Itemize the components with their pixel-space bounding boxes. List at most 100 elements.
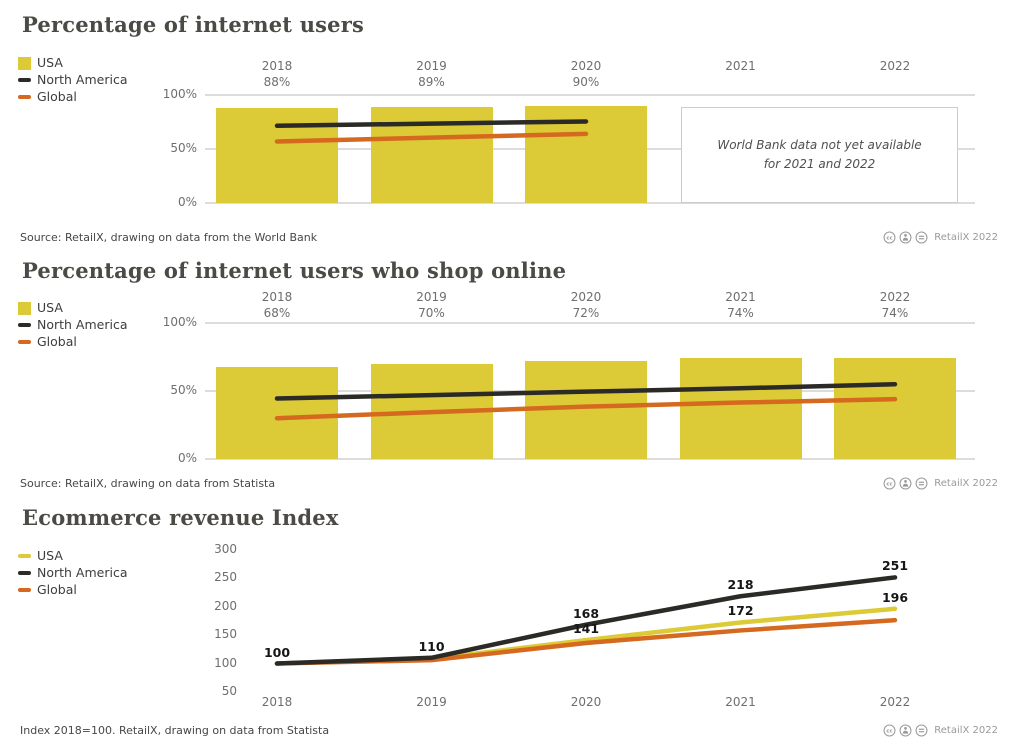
column-year-label: 2020 (570, 59, 602, 73)
data-label: 172 (727, 603, 754, 619)
north-america-swatch-icon (18, 323, 31, 327)
y-tick-label: 50% (170, 383, 197, 397)
chart3-footnote: Index 2018=100. RetailX, drawing on data… (20, 724, 330, 737)
x-tick-label: 2019 (416, 695, 447, 709)
chart3-legend: USA North America Global (18, 549, 128, 597)
data-label: 168 (572, 605, 600, 621)
legend-item-global: Global (18, 90, 128, 104)
chart1-source: Source: RetailX, drawing on data from th… (20, 231, 318, 244)
column-value-label: 89% (418, 75, 445, 89)
legend-item-usa: USA (18, 301, 128, 315)
usa-bar (679, 358, 802, 459)
chart1-no-data-note: World Bank data not yet available for 20… (681, 107, 958, 203)
chart3-title: Ecommerce revenue Index (22, 505, 339, 530)
y-tick-label: 100 (214, 655, 237, 670)
data-label: 218 (727, 577, 754, 593)
attribution-person-icon (899, 724, 912, 736)
global-swatch-icon (18, 95, 31, 99)
chart3-license: cc RetailX 2022 (883, 723, 998, 737)
legend-label: USA (37, 547, 63, 563)
legend-label: USA (37, 54, 63, 70)
x-tick-label: 2021 (725, 695, 756, 709)
gridline (205, 94, 975, 96)
usa-bar (370, 363, 493, 459)
usa-bar (216, 366, 338, 459)
column-value-label: 70% (418, 306, 445, 320)
legend-label: Global (37, 88, 77, 104)
legend-item-north-america: North America (18, 73, 128, 87)
gridline (205, 202, 975, 204)
no-derivatives-icon (915, 231, 928, 243)
column-year-label: 2020 (570, 290, 602, 304)
data-label: 196 (881, 589, 909, 605)
cc-icon: cc (883, 724, 896, 736)
usa-swatch-icon (18, 56, 31, 70)
gridline (205, 458, 975, 460)
legend-label: Global (37, 581, 77, 597)
license-label: RetailX 2022 (934, 231, 998, 243)
x-tick-label: 2018 (261, 695, 293, 709)
column-year-label: 2022 (879, 290, 911, 304)
legend-item-north-america: North America (18, 318, 128, 332)
data-label: 141 (572, 621, 600, 637)
north-america-swatch-icon (18, 78, 31, 82)
global-swatch-icon (18, 588, 31, 592)
y-tick-label: 200 (214, 598, 237, 613)
y-tick-label: 100% (162, 315, 197, 329)
gridline (205, 322, 975, 324)
legend-item-usa: USA (18, 56, 128, 70)
column-year-label: 2022 (879, 59, 911, 73)
svg-text:cc: cc (887, 481, 893, 487)
legend-label: USA (37, 299, 63, 315)
attribution-person-icon (899, 231, 912, 243)
y-tick-label: 300 (214, 541, 237, 556)
y-tick-label: 50% (170, 141, 197, 155)
legend-label: North America (37, 316, 128, 332)
global-swatch-icon (18, 340, 31, 344)
column-year-label: 2018 (261, 59, 293, 73)
x-tick-label: 2020 (570, 695, 602, 709)
legend-item-usa: USA (18, 549, 128, 563)
cc-icon: cc (883, 231, 896, 243)
chart2-license: cc RetailX 2022 (883, 476, 998, 490)
legend-label: North America (37, 564, 128, 580)
north-america-swatch-icon (18, 571, 31, 575)
note-text: World Bank data not yet available for 20… (717, 138, 922, 171)
column-value-label: 90% (572, 75, 600, 89)
column-value-label: 72% (572, 306, 600, 320)
chart1-license: cc RetailX 2022 (883, 230, 998, 244)
y-tick-label: 100% (162, 87, 197, 101)
y-tick-label: 150 (214, 627, 237, 641)
legend-item-global: Global (18, 335, 128, 349)
chart1-legend: USA North America Global (18, 56, 128, 104)
license-label: RetailX 2022 (934, 477, 998, 489)
column-value-label: 68% (263, 306, 291, 320)
legend-label: North America (37, 71, 128, 87)
usa-bar (834, 358, 956, 459)
attribution-person-icon (899, 477, 912, 489)
y-tick-label: 250 (214, 570, 237, 584)
data-label: 251 (881, 558, 909, 574)
y-tick-label: 0% (177, 451, 197, 465)
column-year-label: 2019 (416, 59, 447, 73)
svg-text:cc: cc (887, 728, 893, 734)
svg-text:cc: cc (887, 235, 893, 241)
column-value-label: 74% (881, 306, 909, 320)
column-value-label: 88% (263, 75, 291, 89)
legend-item-global: Global (18, 583, 128, 597)
no-derivatives-icon (915, 724, 928, 736)
column-year-label: 2018 (261, 290, 293, 304)
license-label: RetailX 2022 (934, 724, 998, 736)
column-year-label: 2021 (725, 290, 756, 304)
usa-swatch-icon (18, 554, 31, 558)
column-year-label: 2019 (416, 290, 447, 304)
legend-label: Global (37, 333, 77, 349)
x-tick-label: 2022 (879, 695, 911, 709)
chart2-title: Percentage of internet users who shop on… (22, 258, 567, 283)
column-value-label: 74% (727, 306, 754, 320)
no-derivatives-icon (915, 477, 928, 489)
usa-bar (525, 105, 647, 203)
legend-item-north-america: North America (18, 566, 128, 580)
data-label: 110 (418, 638, 445, 654)
